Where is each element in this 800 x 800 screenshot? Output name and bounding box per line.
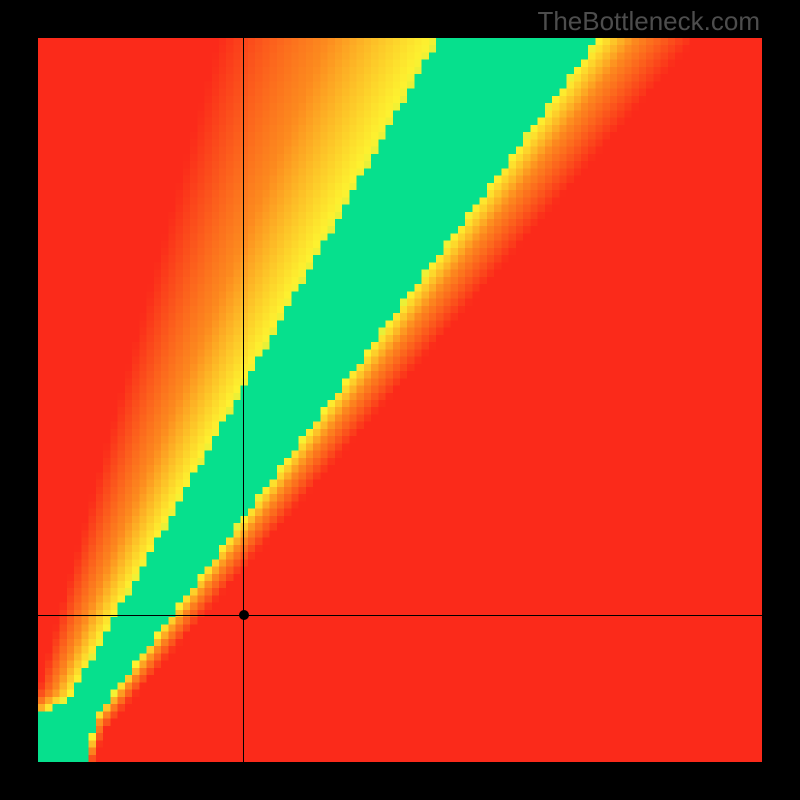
crosshair-marker-dot (239, 610, 249, 620)
crosshair-horizontal (38, 615, 762, 616)
crosshair-vertical (243, 38, 244, 762)
watermark-text: TheBottleneck.com (537, 6, 760, 37)
bottleneck-heatmap (38, 38, 762, 762)
